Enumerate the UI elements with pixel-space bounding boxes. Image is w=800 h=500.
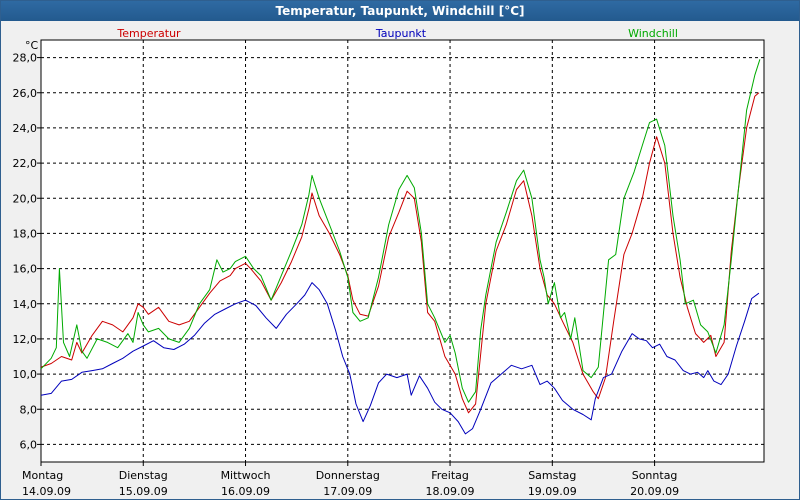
x-tick-date: 16.09.09 bbox=[221, 485, 270, 498]
legend-taupunkt: Taupunkt bbox=[375, 27, 427, 40]
y-tick-label: 8,0 bbox=[20, 403, 38, 416]
y-tick-label: 16,0 bbox=[13, 263, 38, 276]
x-tick-weekday: Freitag bbox=[431, 469, 469, 482]
plot-area bbox=[40, 39, 765, 463]
chart-title: Temperatur, Taupunkt, Windchill [°C] bbox=[1, 1, 799, 21]
x-tick-weekday: Montag bbox=[22, 469, 63, 482]
x-tick-date: 17.09.09 bbox=[323, 485, 372, 498]
x-tick-weekday: Samstag bbox=[528, 469, 576, 482]
y-axis: 6,0 8,0 10,0 12,0 14,0 16,0 18,0 20,0 22,0 24,0 26… bbox=[13, 52, 41, 451]
y-tick-label: 24,0 bbox=[13, 122, 38, 135]
y-axis-unit: °C bbox=[25, 39, 39, 52]
series-line-temperatur bbox=[40, 92, 760, 414]
legend: Temperatur Taupunkt Windchill bbox=[116, 27, 678, 40]
x-tick-weekday: Dienstag bbox=[119, 469, 168, 482]
y-tick-label: 22,0 bbox=[13, 157, 38, 170]
y-tick-label: 18,0 bbox=[13, 227, 38, 240]
series-line-windchill bbox=[40, 59, 761, 403]
x-tick-weekday: Sonntag bbox=[632, 469, 678, 482]
series-line-taupunkt bbox=[40, 282, 760, 435]
y-tick-label: 26,0 bbox=[13, 87, 38, 100]
y-tick-label: 12,0 bbox=[13, 333, 38, 346]
y-tick-label: 20,0 bbox=[13, 192, 38, 205]
y-tick-label: 14,0 bbox=[13, 298, 38, 311]
x-tick-date: 19.09.09 bbox=[528, 485, 577, 498]
y-tick-label: 10,0 bbox=[13, 368, 38, 381]
x-tick-weekday: Mittwoch bbox=[221, 469, 271, 482]
series-lines bbox=[40, 59, 761, 435]
x-tick-date: 15.09.09 bbox=[119, 485, 168, 498]
x-tick-weekday: Donnerstag bbox=[316, 469, 380, 482]
x-tick-date: 20.09.09 bbox=[630, 485, 679, 498]
grid bbox=[41, 40, 764, 462]
x-tick-date: 18.09.09 bbox=[426, 485, 475, 498]
legend-temperatur: Temperatur bbox=[116, 27, 181, 40]
x-tick-date: 14.09.09 bbox=[22, 485, 71, 498]
y-tick-label: 6,0 bbox=[20, 438, 38, 451]
y-tick-label: 28,0 bbox=[13, 52, 38, 65]
legend-windchill: Windchill bbox=[628, 27, 678, 40]
x-axis: Montag 14.09.09 Dienstag 15.09.09 Mittwoch 16… bbox=[22, 462, 679, 498]
